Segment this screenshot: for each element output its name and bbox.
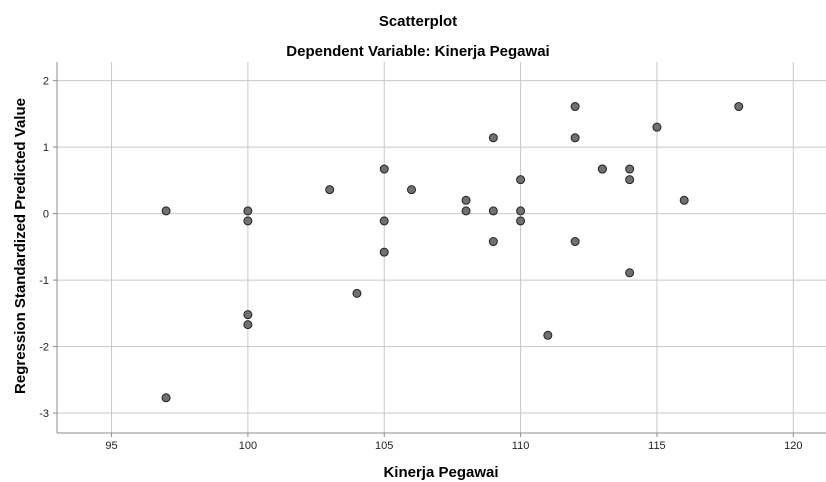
x-tick-label: 100 <box>239 440 257 452</box>
tick-labels: 95 100 105 110 115 120 2 1 0 -1 -2 -3 <box>39 76 802 452</box>
x-tick-label: 120 <box>784 440 802 452</box>
y-tick-label: -3 <box>39 408 49 420</box>
scatter-point <box>488 133 498 143</box>
y-axis-label: Regression Standardized Predicted Value <box>12 98 29 394</box>
y-tick-label: -1 <box>39 275 49 287</box>
scatter-point <box>325 185 335 195</box>
gridlines <box>57 62 826 433</box>
scatter-point <box>379 247 389 257</box>
data-points <box>161 102 744 403</box>
scatter-point <box>679 195 689 205</box>
x-tick-label: 110 <box>512 440 530 452</box>
scatter-point <box>461 195 471 205</box>
scatter-point <box>161 206 171 216</box>
scatter-point <box>161 393 171 403</box>
axes <box>53 62 826 437</box>
scatter-point <box>625 268 635 278</box>
scatter-point <box>407 185 417 195</box>
scatter-point <box>243 320 253 330</box>
scatter-point <box>243 206 253 216</box>
scatter-point <box>379 164 389 174</box>
x-tick-label: 105 <box>375 440 393 452</box>
scatter-point <box>570 237 580 247</box>
x-tick-label: 115 <box>648 440 666 452</box>
scatter-point <box>488 237 498 247</box>
y-tick-label: 2 <box>43 76 49 88</box>
scatter-point <box>543 330 553 340</box>
scatter-point <box>625 164 635 174</box>
scatter-point <box>597 164 607 174</box>
scatter-point <box>734 102 744 112</box>
scatter-point <box>488 206 498 216</box>
scatter-point <box>652 122 662 132</box>
y-tick-label: 1 <box>43 142 49 154</box>
scatter-point <box>570 133 580 143</box>
x-axis-label: Kinerja Pegawai <box>383 464 498 481</box>
y-tick-label: 0 <box>43 209 49 221</box>
scatter-point <box>516 216 526 226</box>
scatter-point <box>379 216 389 226</box>
chart-title: Scatterplot <box>379 13 457 30</box>
scatter-point <box>352 288 362 298</box>
scatter-point <box>243 216 253 226</box>
scatter-point <box>570 102 580 112</box>
scatter-point <box>625 175 635 185</box>
scatter-point <box>461 206 471 216</box>
scatter-point <box>516 206 526 216</box>
x-tick-label: 95 <box>105 440 117 452</box>
scatter-point <box>516 175 526 185</box>
scatter-point <box>243 310 253 320</box>
y-tick-label: -2 <box>39 342 49 354</box>
chart-subtitle: Dependent Variable: Kinerja Pegawai <box>286 43 549 60</box>
